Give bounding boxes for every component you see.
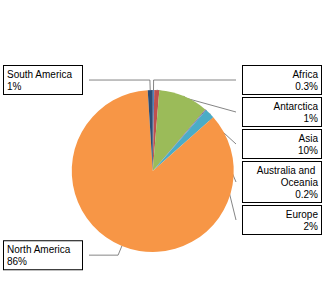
- svg-text:0.3%: 0.3%: [295, 81, 318, 92]
- svg-text:South America: South America: [7, 69, 72, 80]
- svg-text:Antarctica: Antarctica: [274, 101, 319, 112]
- svg-text:Asia: Asia: [299, 133, 319, 144]
- svg-text:Oceania: Oceania: [281, 177, 319, 188]
- svg-text:10%: 10%: [298, 145, 318, 156]
- svg-text:Europe: Europe: [286, 209, 319, 220]
- svg-text:0.2%: 0.2%: [295, 189, 318, 200]
- svg-text:2%: 2%: [304, 221, 319, 232]
- svg-text:North America: North America: [7, 244, 71, 255]
- svg-text:86%: 86%: [7, 256, 27, 267]
- svg-text:1%: 1%: [304, 113, 319, 124]
- svg-text:Australia and: Australia and: [257, 165, 318, 176]
- svg-text:Africa: Africa: [292, 69, 318, 80]
- svg-text:1%: 1%: [7, 81, 22, 92]
